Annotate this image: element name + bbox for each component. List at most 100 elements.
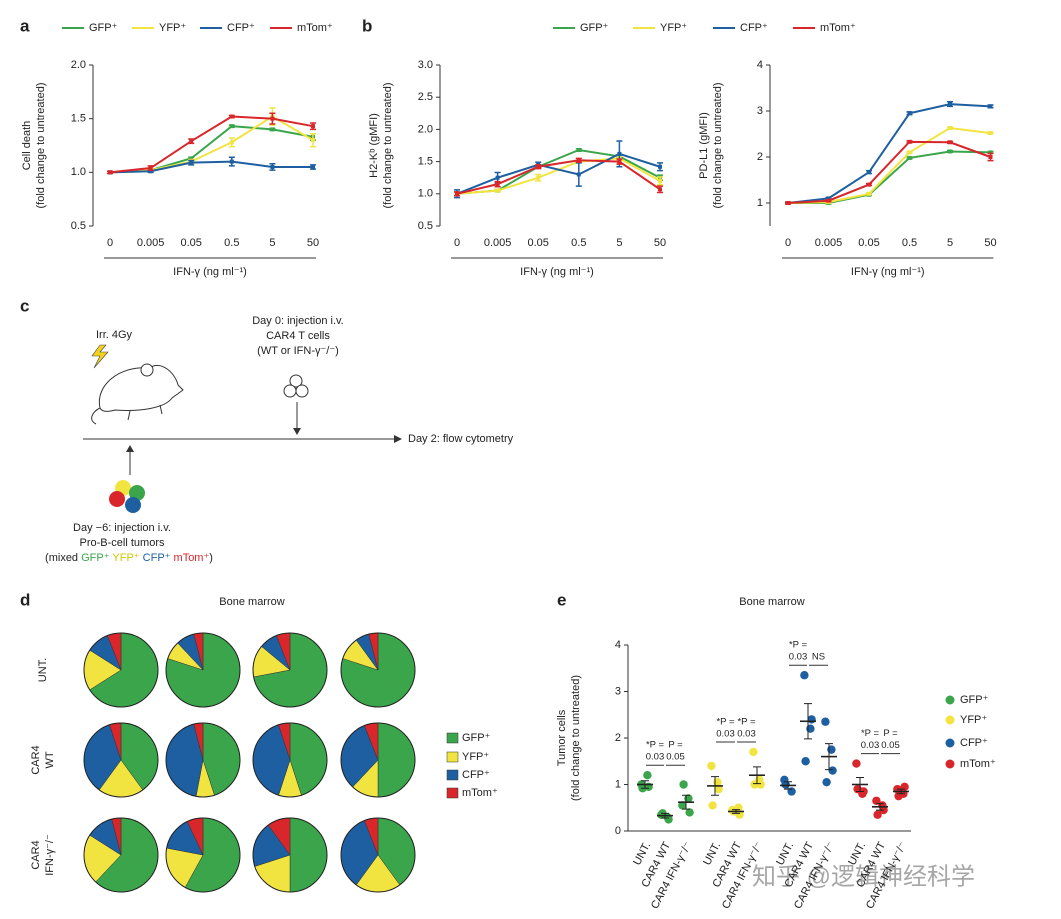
data-point xyxy=(988,155,993,159)
row-label: WT xyxy=(44,751,56,768)
x-axis-label: IFN-γ (ng ml⁻¹) xyxy=(520,266,594,278)
data-point xyxy=(311,124,315,129)
x-tick-label: UNT. xyxy=(701,840,723,867)
data-point xyxy=(229,140,234,145)
series-line xyxy=(787,126,991,204)
data-point xyxy=(907,150,912,155)
y-axis-label: (fold change to untreated) xyxy=(570,675,582,801)
data-point xyxy=(948,149,952,154)
data-point xyxy=(707,761,716,771)
injection-text: Day −6: injection i.v. xyxy=(73,522,171,534)
p-value: 0.03 xyxy=(789,652,808,663)
legend-label: CFP⁺ xyxy=(960,737,988,749)
y-tick-label: 4 xyxy=(615,639,621,651)
series-line xyxy=(456,159,661,195)
data-point xyxy=(495,175,500,180)
p-value: 0.03 xyxy=(737,728,756,739)
legend-label: GFP⁺ xyxy=(960,694,989,706)
data-point xyxy=(714,784,723,794)
legend-label: GFP⁺ xyxy=(580,22,609,34)
data-point xyxy=(536,175,541,180)
series-line xyxy=(109,160,313,174)
data-point xyxy=(455,191,459,196)
x-tick-label: 50 xyxy=(654,237,666,249)
injection-text: (WT or IFN-γ⁻/⁻) xyxy=(257,345,339,357)
p-value: *P = xyxy=(716,716,735,727)
data-point xyxy=(867,170,871,175)
injection-text: Pro-B-cell tumors xyxy=(80,537,165,549)
row-label: UNT. xyxy=(37,658,49,682)
arrowhead xyxy=(126,445,134,452)
data-point xyxy=(108,170,112,175)
data-point xyxy=(948,102,952,107)
x-tick-label: 0.005 xyxy=(815,237,843,249)
data-point xyxy=(948,140,952,145)
series-line xyxy=(109,115,314,174)
data-point xyxy=(311,164,315,169)
y-tick-label: 1 xyxy=(615,778,621,790)
data-point xyxy=(786,201,790,205)
legend-label: YFP⁺ xyxy=(660,22,687,34)
data-point xyxy=(755,775,764,785)
t-cells-icon xyxy=(283,374,309,398)
series-line xyxy=(787,140,991,204)
injection-text: CAR4 T cells xyxy=(266,330,330,342)
panel-label: d xyxy=(20,590,30,609)
chart-title: Bone marrow xyxy=(219,596,284,608)
legend-label: mTom⁺ xyxy=(820,22,856,34)
data-point xyxy=(658,178,662,183)
data-point xyxy=(867,191,871,196)
p-value: *P = xyxy=(861,728,880,739)
sem-bar xyxy=(876,803,884,811)
sem-bar xyxy=(784,781,792,790)
mouse-ear xyxy=(140,363,154,377)
pie-outline xyxy=(252,722,328,798)
sem-bar xyxy=(825,743,833,771)
data-point xyxy=(988,131,993,136)
sem-bar xyxy=(661,812,669,819)
diagram: Irr. 4Gy Day 0: injection i.v. CAR4 T ce… xyxy=(45,315,514,564)
y-tick-label: 4 xyxy=(757,59,763,71)
data-point xyxy=(270,127,275,132)
panel-label: c xyxy=(20,296,29,315)
sem-bar xyxy=(641,780,649,789)
data-point xyxy=(821,717,830,726)
y-axis-label: (fold change to untreated) xyxy=(35,83,47,209)
pie-outline xyxy=(340,632,416,708)
x-tick-label: 5 xyxy=(269,237,275,249)
pie-outline xyxy=(252,817,328,893)
data-point xyxy=(878,801,887,810)
legend-label: mTom⁺ xyxy=(297,22,333,34)
y-tick-label: 3 xyxy=(757,105,763,117)
y-tick-label: 0.5 xyxy=(418,220,433,232)
data-point xyxy=(800,671,809,680)
data-point xyxy=(189,160,194,165)
y-tick-label: 2.5 xyxy=(418,91,433,103)
legend-label: YFP⁺ xyxy=(960,714,987,726)
sem-bar xyxy=(897,788,905,795)
p-value: *P = xyxy=(789,640,808,651)
p-value: 0.03 xyxy=(646,752,665,763)
data-point xyxy=(495,182,500,187)
x-tick-label: 0.5 xyxy=(571,237,586,249)
mouse-detail xyxy=(91,404,163,425)
x-tick-label: 0 xyxy=(107,237,113,249)
y-tick-label: 1.5 xyxy=(71,113,86,125)
legend-swatch xyxy=(446,732,459,744)
legend-swatch xyxy=(446,751,459,763)
data-point xyxy=(189,156,194,161)
p-value: P = xyxy=(668,740,683,751)
x-tick-label: 0 xyxy=(454,237,460,249)
y-tick-label: 1.0 xyxy=(71,166,86,178)
data-point xyxy=(867,182,871,187)
data-point xyxy=(872,796,881,805)
data-point xyxy=(229,114,234,119)
pie-slice xyxy=(289,817,328,893)
y-tick-label: 3 xyxy=(615,685,621,697)
legend-swatch xyxy=(945,759,955,769)
data-point xyxy=(229,124,234,129)
x-tick-label: 5 xyxy=(616,237,622,249)
data-point xyxy=(576,148,581,153)
data-point xyxy=(663,812,672,822)
